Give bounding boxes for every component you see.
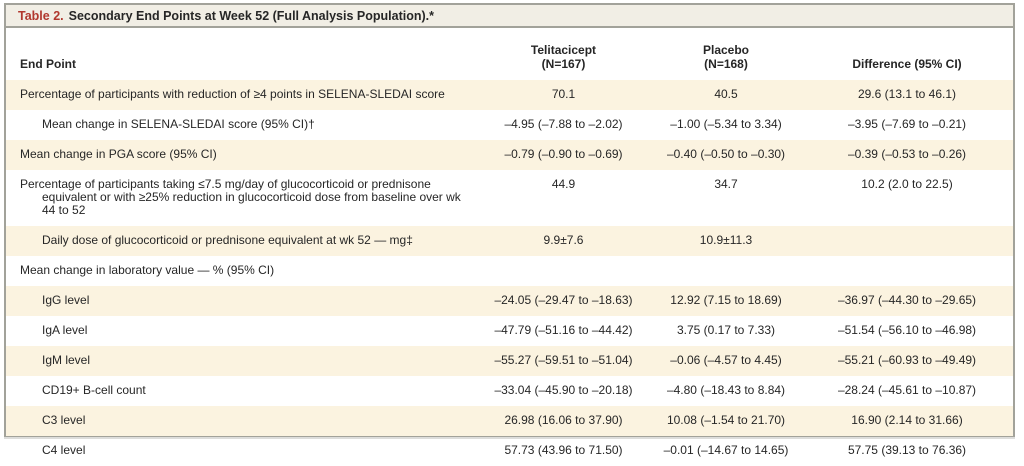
telitacicept-value-cell: –47.79 (–51.16 to –44.42) <box>494 323 633 337</box>
placebo-value-cell: 10.08 (–1.54 to 21.70) <box>666 413 786 427</box>
placebo-value-cell: 40.5 <box>714 87 738 101</box>
endpoint-cell: Mean change in laboratory value — % (95%… <box>20 263 275 277</box>
endpoint-cell: C4 level <box>42 443 86 457</box>
table-card: Table 2. Secondary End Points at Week 52… <box>4 3 1015 457</box>
difference-value-cell: 57.75 (39.13 to 76.36) <box>847 443 967 457</box>
endpoint-cell: Mean change in PGA score (95% CI) <box>20 147 217 161</box>
col-header-telitacicept-name: Telitacicept <box>530 43 597 57</box>
table-row: Percentage of participants taking ≤7.5 m… <box>6 170 1013 226</box>
telitacicept-value-cell: 70.1 <box>551 87 576 101</box>
endpoint-cell: CD19+ B-cell count <box>42 383 146 397</box>
endpoint-cell: C3 level <box>42 413 86 427</box>
placebo-value-cell <box>651 256 801 286</box>
table-row: C3 level 26.98 (16.06 to 37.90) 10.08 (–… <box>6 406 1013 436</box>
placebo-value-cell: –0.40 (–0.50 to –0.30) <box>666 147 786 161</box>
difference-value-cell: –51.54 (–56.10 to –46.98) <box>837 323 977 337</box>
telitacicept-value-cell: –0.79 (–0.90 to –0.69) <box>504 147 623 161</box>
placebo-value-cell: –0.06 (–4.57 to 4.45) <box>670 353 782 367</box>
table-title: Secondary End Points at Week 52 (Full An… <box>68 8 434 23</box>
placebo-value-cell: 3.75 (0.17 to 7.33) <box>676 323 776 337</box>
difference-value-cell: 10.2 (2.0 to 22.5) <box>861 177 953 191</box>
table-body: Percentage of participants with reductio… <box>6 80 1013 466</box>
telitacicept-value-cell: –24.05 (–29.47 to –18.63) <box>494 293 633 307</box>
col-header-telitacicept: Telitacicept (N=167) <box>476 28 651 80</box>
col-header-telitacicept-n: (N=167) <box>541 57 586 71</box>
endpoint-cell: IgG level <box>42 293 90 307</box>
placebo-value-cell: –0.01 (–14.67 to 14.65) <box>663 443 789 457</box>
table-row: C4 level 57.73 (43.96 to 71.50) –0.01 (–… <box>6 436 1013 466</box>
difference-value-cell: –36.97 (–44.30 to –29.65) <box>837 293 977 307</box>
col-header-placebo-n: (N=168) <box>704 57 748 71</box>
table-row: IgA level –47.79 (–51.16 to –44.42) 3.75… <box>6 316 1013 346</box>
difference-value-cell <box>801 256 1013 286</box>
table-row: Mean change in laboratory value — % (95%… <box>6 256 1013 286</box>
col-header-difference: Difference (95% CI) <box>801 28 1013 80</box>
placebo-value-cell: 10.9±11.3 <box>699 233 753 247</box>
placebo-value-cell: –1.00 (–5.34 to 3.34) <box>670 117 782 131</box>
placebo-value-cell: –4.80 (–18.43 to 8.84) <box>666 383 786 397</box>
placebo-value-cell: 34.7 <box>714 177 738 191</box>
difference-value-cell: –55.21 (–60.93 to –49.49) <box>837 353 977 367</box>
telitacicept-value-cell: –55.27 (–59.51 to –51.04) <box>494 353 633 367</box>
telitacicept-value-cell: –4.95 (–7.88 to –2.02) <box>504 117 623 131</box>
col-header-placebo: Placebo (N=168) <box>651 28 801 80</box>
table-title-bar: Table 2. Secondary End Points at Week 52… <box>6 5 1013 28</box>
difference-value-cell: –3.95 (–7.69 to –0.21) <box>847 117 967 131</box>
placebo-value-cell: 12.92 (7.15 to 18.69) <box>670 293 782 307</box>
table-row: Mean change in PGA score (95% CI) –0.79 … <box>6 140 1013 170</box>
telitacicept-value-cell: 44.9 <box>551 177 576 191</box>
endpoint-cell: Mean change in SELENA-SLEDAI score (95% … <box>42 117 315 131</box>
col-header-placebo-name: Placebo <box>702 43 750 57</box>
endpoint-cell: Daily dose of glucocorticoid or predniso… <box>42 233 413 247</box>
endpoint-cell: Percentage of participants with reductio… <box>20 87 445 101</box>
endpoints-table: End Point Telitacicept (N=167) Placebo (… <box>6 28 1013 466</box>
table-row: Mean change in SELENA-SLEDAI score (95% … <box>6 110 1013 140</box>
telitacicept-value-cell: 26.98 (16.06 to 37.90) <box>504 413 623 427</box>
difference-value-cell: 16.90 (2.14 to 31.66) <box>851 413 963 427</box>
table-row: CD19+ B-cell count –33.04 (–45.90 to –20… <box>6 376 1013 406</box>
endpoint-cell: IgA level <box>42 323 88 337</box>
table-row: Daily dose of glucocorticoid or predniso… <box>6 226 1013 256</box>
endpoint-cell: Percentage of participants taking ≤7.5 m… <box>20 177 461 217</box>
difference-value-cell <box>801 226 1013 256</box>
endpoint-cell: IgM level <box>42 353 91 367</box>
telitacicept-value-cell: 57.73 (43.96 to 71.50) <box>504 443 623 457</box>
table-row: IgM level –55.27 (–59.51 to –51.04) –0.0… <box>6 346 1013 376</box>
difference-value-cell: 29.6 (13.1 to 46.1) <box>857 87 957 101</box>
table-row: IgG level –24.05 (–29.47 to –18.63) 12.9… <box>6 286 1013 316</box>
telitacicept-value-cell: –33.04 (–45.90 to –20.18) <box>494 383 633 397</box>
difference-value-cell: –0.39 (–0.53 to –0.26) <box>847 147 967 161</box>
header-row: End Point Telitacicept (N=167) Placebo (… <box>6 28 1013 80</box>
difference-value-cell: –28.24 (–45.61 to –10.87) <box>837 383 977 397</box>
telitacicept-value-cell: 9.9±7.6 <box>543 233 584 247</box>
table-row: Percentage of participants with reductio… <box>6 80 1013 110</box>
telitacicept-value-cell <box>476 256 651 286</box>
col-header-endpoint: End Point <box>6 28 476 80</box>
table-number: Table 2. <box>18 8 64 23</box>
